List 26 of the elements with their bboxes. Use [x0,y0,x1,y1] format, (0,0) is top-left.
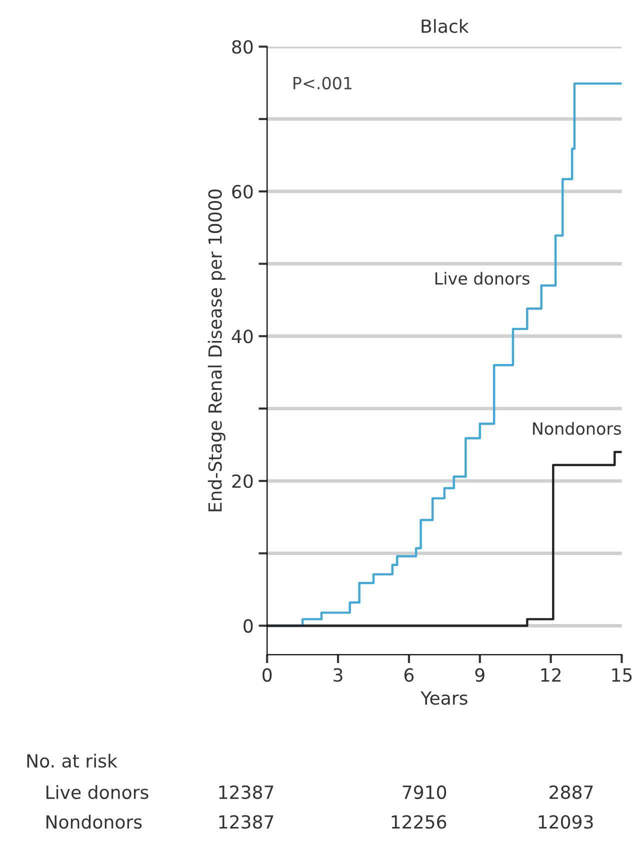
series-label: Live donors [435,272,530,285]
y-axis-title: End-Stage Renal Disease per 10000 [208,189,226,512]
x-tick-label: 12 [541,668,560,682]
text: 12093 [538,815,593,829]
x-tick-label: 3 [334,668,342,682]
text: 7910 [402,785,446,800]
x-tick-label: 0 [262,668,272,682]
text: 12256 [392,815,446,829]
text: 12387 [219,815,274,829]
text: 2887 [550,785,593,800]
annotation: P<.001 [294,76,352,90]
series-label: Nondonors [533,422,621,435]
x-tick-label: 9 [475,668,484,682]
y-tick-label: 0 [244,619,253,633]
text: 12387 [219,785,274,800]
text: Nondonors [46,814,142,829]
x-tick-label: 6 [404,668,414,682]
text: Live donors [46,785,148,800]
y-tick-label: 20 [232,474,253,488]
y-tick-label: 60 [232,184,253,199]
y-tick-label: 40 [232,330,253,344]
x-tick-label: 15 [612,668,632,682]
text: No. at risk [27,754,118,768]
y-tick-label: 80 [232,40,253,54]
chart-title: Black [422,19,469,34]
x-axis-title: Years [420,691,468,705]
